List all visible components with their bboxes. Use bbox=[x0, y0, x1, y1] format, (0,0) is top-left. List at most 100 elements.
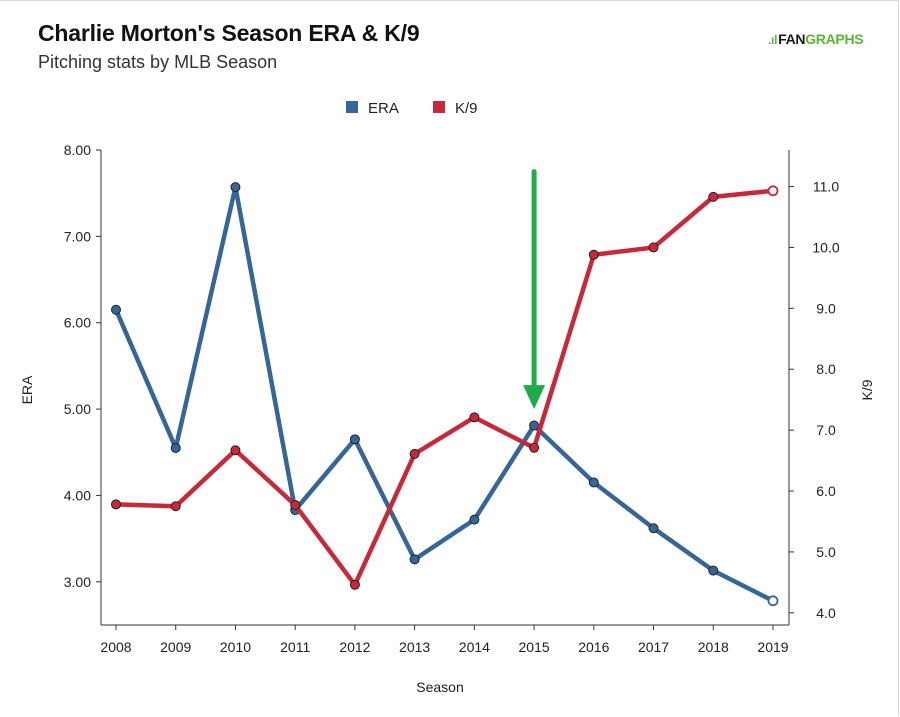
legend-swatch bbox=[346, 101, 358, 113]
right-tick: 11.0 bbox=[789, 179, 839, 195]
era-point bbox=[349, 434, 360, 445]
arrow-head bbox=[523, 385, 546, 410]
x-axis-title: Season bbox=[416, 679, 463, 695]
left-tick: 8.00 bbox=[64, 142, 101, 158]
era-point bbox=[469, 514, 480, 525]
x-tick-label: 2011 bbox=[280, 639, 310, 655]
right-tick-label: 5.0 bbox=[816, 544, 836, 560]
x-tick: 2008 bbox=[100, 625, 132, 655]
logo-text-part2: GRAPHS bbox=[805, 31, 864, 47]
x-tick-label: 2019 bbox=[757, 639, 788, 655]
x-tick: 2016 bbox=[578, 625, 610, 655]
legend-item: ERA bbox=[346, 100, 399, 117]
x-tick-label: 2016 bbox=[578, 639, 609, 655]
chart-subtitle: Pitching stats by MLB Season bbox=[38, 52, 278, 72]
left-tick: 5.00 bbox=[64, 401, 101, 417]
era-point bbox=[230, 182, 241, 193]
right-tick: 9.0 bbox=[789, 300, 836, 316]
era-point bbox=[529, 420, 540, 431]
era-point bbox=[708, 565, 719, 576]
x-tick-label: 2012 bbox=[339, 639, 370, 655]
era-point bbox=[170, 442, 181, 453]
left-tick-label: 4.00 bbox=[64, 487, 91, 503]
x-tick: 2009 bbox=[160, 625, 192, 655]
x-tick-label: 2010 bbox=[220, 639, 251, 655]
right-tick-label: 6.0 bbox=[816, 483, 836, 499]
x-tick: 2013 bbox=[399, 625, 430, 655]
x-tick: 2017 bbox=[638, 625, 669, 655]
k9-point bbox=[290, 500, 301, 511]
x-tick-label: 2013 bbox=[399, 639, 430, 655]
era-point bbox=[588, 477, 599, 488]
k9-point bbox=[529, 442, 540, 453]
legend-label: ERA bbox=[368, 100, 399, 117]
k9-line bbox=[113, 188, 776, 588]
left-tick-label: 5.00 bbox=[64, 401, 91, 417]
x-tick: 2012 bbox=[339, 625, 371, 655]
legend: ERA K/9 bbox=[346, 100, 478, 117]
x-tick: 2011 bbox=[280, 625, 310, 655]
k9-point bbox=[767, 185, 779, 197]
x-tick-label: 2014 bbox=[459, 639, 490, 655]
k9-point bbox=[349, 579, 360, 590]
right-tick: 5.0 bbox=[789, 544, 836, 560]
era-point bbox=[409, 554, 420, 565]
k9-point bbox=[648, 242, 659, 253]
era-series bbox=[111, 182, 779, 607]
logo-mark-icon: .ıl bbox=[768, 33, 778, 47]
annotation-arrow-icon bbox=[523, 169, 546, 410]
era-line bbox=[113, 184, 776, 604]
right-tick: 8.0 bbox=[789, 361, 836, 377]
legend-swatch bbox=[433, 101, 445, 113]
left-tick: 4.00 bbox=[64, 487, 101, 503]
x-tick: 2014 bbox=[459, 625, 490, 655]
era-point bbox=[111, 304, 121, 315]
right-tick-label: 4.0 bbox=[816, 605, 836, 621]
k9-point bbox=[469, 412, 480, 423]
right-tick: 6.0 bbox=[789, 483, 836, 499]
k9-point bbox=[708, 191, 719, 202]
era-point bbox=[767, 595, 779, 607]
left-tick-label: 7.00 bbox=[64, 228, 91, 244]
x-tick: 2015 bbox=[519, 625, 550, 655]
left-tick-label: 6.00 bbox=[64, 315, 91, 331]
x-tick: 2018 bbox=[698, 625, 729, 655]
k9-point bbox=[111, 499, 121, 510]
right-tick: 10.0 bbox=[789, 239, 840, 255]
x-tick-label: 2009 bbox=[160, 639, 191, 655]
right-tick-label: 10.0 bbox=[812, 239, 839, 255]
k9-point bbox=[170, 501, 181, 512]
x-tick-label: 2015 bbox=[519, 639, 550, 655]
right-tick-label: 8.0 bbox=[816, 361, 836, 377]
k9-point bbox=[588, 249, 599, 260]
x-tick: 2019 bbox=[757, 625, 789, 655]
logo-text-part1: FAN bbox=[778, 31, 806, 47]
right-tick-label: 7.0 bbox=[816, 422, 836, 438]
left-tick: 6.00 bbox=[64, 315, 101, 331]
left-tick-label: 3.00 bbox=[64, 574, 91, 590]
left-tick: 3.00 bbox=[64, 574, 101, 590]
x-tick-label: 2008 bbox=[100, 639, 131, 655]
right-tick: 4.0 bbox=[789, 605, 836, 621]
left-tick: 7.00 bbox=[64, 228, 101, 244]
era-point bbox=[648, 523, 659, 534]
left-tick-label: 8.00 bbox=[64, 142, 91, 158]
series-layer bbox=[111, 182, 779, 607]
chart-title: Charlie Morton's Season ERA & K/9 bbox=[38, 20, 420, 46]
legend-item: K/9 bbox=[433, 100, 478, 117]
x-tick: 2010 bbox=[220, 625, 251, 655]
x-tick-label: 2017 bbox=[638, 639, 669, 655]
k9-series bbox=[111, 185, 779, 590]
k9-point bbox=[409, 448, 420, 459]
x-tick-label: 2018 bbox=[698, 639, 729, 655]
right-axis-title: K/9 bbox=[859, 379, 875, 400]
axes: 3.00 4.00 5.00 6.00 7.00 8.00 4.0 5.0 6.0 7.0 8.0 9… bbox=[19, 142, 875, 695]
annotation-layer bbox=[523, 169, 546, 410]
k9-point bbox=[230, 445, 241, 456]
fangraphs-logo: .ılFANGRAPHS bbox=[768, 31, 864, 47]
left-axis-title: ERA bbox=[19, 375, 35, 404]
legend-label: K/9 bbox=[455, 100, 478, 117]
right-tick: 7.0 bbox=[789, 422, 836, 438]
